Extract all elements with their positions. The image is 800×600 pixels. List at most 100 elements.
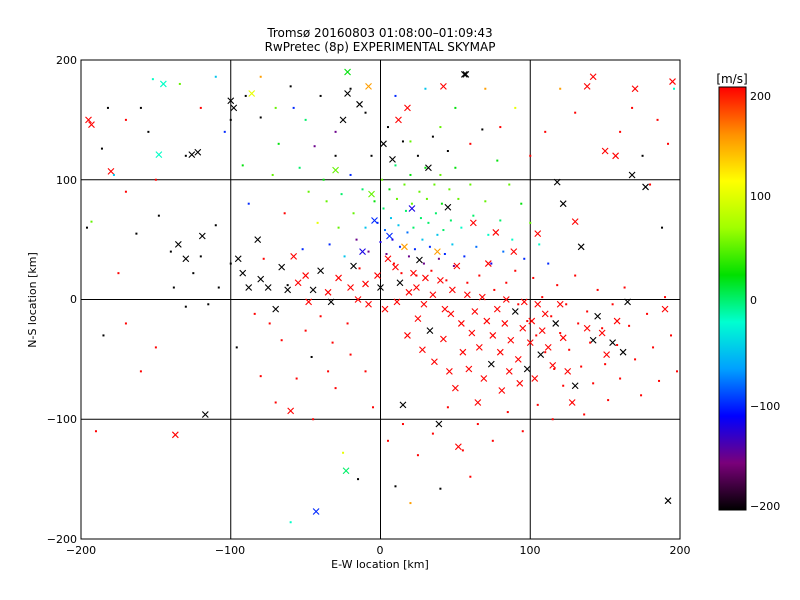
data-point-cross bbox=[453, 262, 461, 270]
data-point-cross bbox=[609, 339, 617, 346]
data-point-cross bbox=[327, 298, 335, 306]
data-point-dot bbox=[430, 269, 433, 272]
data-point-cross bbox=[510, 248, 518, 255]
data-point-cross bbox=[511, 308, 519, 315]
data-point-cross bbox=[571, 218, 579, 226]
data-point-dot bbox=[544, 130, 547, 133]
data-point-dot bbox=[425, 197, 428, 200]
data-point-dot bbox=[661, 226, 664, 229]
data-point-dot bbox=[274, 106, 277, 109]
data-point-dot bbox=[439, 487, 442, 490]
data-point-dot bbox=[520, 202, 523, 205]
x-tick-label: −200 bbox=[66, 544, 96, 557]
data-point-dot bbox=[583, 413, 586, 416]
data-point-cross bbox=[426, 327, 434, 335]
data-point-dot bbox=[334, 387, 337, 390]
data-point-dot bbox=[526, 320, 529, 323]
data-point-dot bbox=[325, 200, 328, 203]
data-point-cross bbox=[465, 365, 473, 373]
y-tick-label: 0 bbox=[70, 293, 77, 306]
data-point-cross bbox=[505, 367, 513, 375]
data-point-dot bbox=[259, 375, 262, 378]
data-point-cross bbox=[484, 260, 492, 267]
data-point-dot bbox=[386, 126, 389, 129]
y-axis-label: N-S location [km] bbox=[26, 252, 39, 348]
data-point-cross bbox=[294, 279, 302, 287]
data-point-dot bbox=[391, 238, 394, 241]
chart-subtitle: RwPretec (8p) EXPERIMENTAL SKYMAP bbox=[265, 40, 496, 54]
data-point-dot bbox=[277, 142, 280, 145]
data-point-cross bbox=[669, 78, 676, 85]
data-point-dot bbox=[312, 418, 315, 421]
data-point-dot bbox=[139, 106, 142, 109]
data-point-dot bbox=[403, 183, 406, 186]
data-point-cross bbox=[612, 152, 619, 160]
data-point-dot bbox=[592, 382, 595, 385]
data-point-cross bbox=[661, 305, 669, 313]
data-point-dot bbox=[475, 245, 478, 248]
data-point-dot bbox=[259, 116, 262, 119]
data-point-dot bbox=[379, 241, 382, 244]
data-point-dot bbox=[85, 226, 88, 229]
data-point-cross bbox=[445, 367, 453, 375]
data-point-dot bbox=[389, 217, 392, 220]
data-point-dot bbox=[472, 214, 475, 217]
data-point-cross bbox=[257, 275, 265, 283]
data-point-cross bbox=[188, 151, 196, 158]
data-point-dot bbox=[380, 178, 383, 181]
data-point-dot bbox=[349, 87, 352, 90]
data-point-dot bbox=[431, 432, 434, 435]
data-point-dot bbox=[310, 355, 313, 358]
data-point-dot bbox=[427, 221, 430, 224]
data-point-dot bbox=[571, 401, 574, 404]
data-point-cross bbox=[85, 116, 92, 124]
data-point-dot bbox=[327, 370, 330, 373]
data-point-cross bbox=[395, 116, 402, 124]
data-point-cross bbox=[404, 104, 411, 112]
data-point-cross bbox=[523, 365, 531, 373]
data-point-dot bbox=[529, 221, 532, 224]
data-point-dot bbox=[607, 399, 610, 402]
data-point-dot bbox=[274, 401, 277, 404]
data-point-cross bbox=[544, 344, 552, 351]
data-point-dot bbox=[452, 264, 455, 267]
data-point-dot bbox=[199, 106, 202, 109]
data-point-dot bbox=[385, 252, 388, 255]
data-point-dot bbox=[154, 346, 157, 349]
data-point-dot bbox=[521, 430, 524, 433]
y-axis-ticks: −200 −100 0 100 200 bbox=[47, 54, 77, 546]
data-point-dot bbox=[437, 257, 440, 260]
data-point-cross bbox=[416, 256, 423, 264]
data-point-dot bbox=[395, 197, 398, 200]
data-point-dot bbox=[541, 296, 544, 299]
data-point-dot bbox=[343, 255, 346, 258]
data-point-cross bbox=[598, 329, 606, 337]
data-point-cross bbox=[374, 272, 381, 279]
data-point-dot bbox=[418, 190, 421, 193]
data-point-dot bbox=[476, 423, 479, 426]
data-point-dot bbox=[410, 202, 413, 205]
data-point-cross bbox=[174, 241, 182, 248]
data-point-dot bbox=[505, 281, 508, 284]
data-point-cross bbox=[489, 332, 497, 339]
data-point-cross bbox=[342, 467, 350, 475]
data-point-dot bbox=[342, 451, 345, 454]
data-point-dot bbox=[400, 272, 403, 275]
data-point-dot bbox=[446, 406, 449, 409]
data-point-dot bbox=[454, 106, 457, 109]
colorbar-tick-label: −100 bbox=[750, 400, 780, 413]
data-point-dot bbox=[319, 315, 322, 318]
data-point-cross bbox=[234, 255, 242, 263]
data-point-dot bbox=[304, 118, 307, 121]
data-point-dot bbox=[454, 166, 457, 169]
data-point-dot bbox=[667, 142, 670, 145]
data-point-dot bbox=[484, 87, 487, 90]
data-point-dot bbox=[112, 173, 115, 176]
data-point-dot bbox=[358, 267, 361, 270]
data-point-dot bbox=[466, 281, 469, 284]
data-point-cross bbox=[462, 70, 470, 78]
data-point-cross bbox=[362, 280, 369, 288]
data-point-dot bbox=[337, 226, 340, 229]
data-point-dot bbox=[538, 243, 541, 246]
